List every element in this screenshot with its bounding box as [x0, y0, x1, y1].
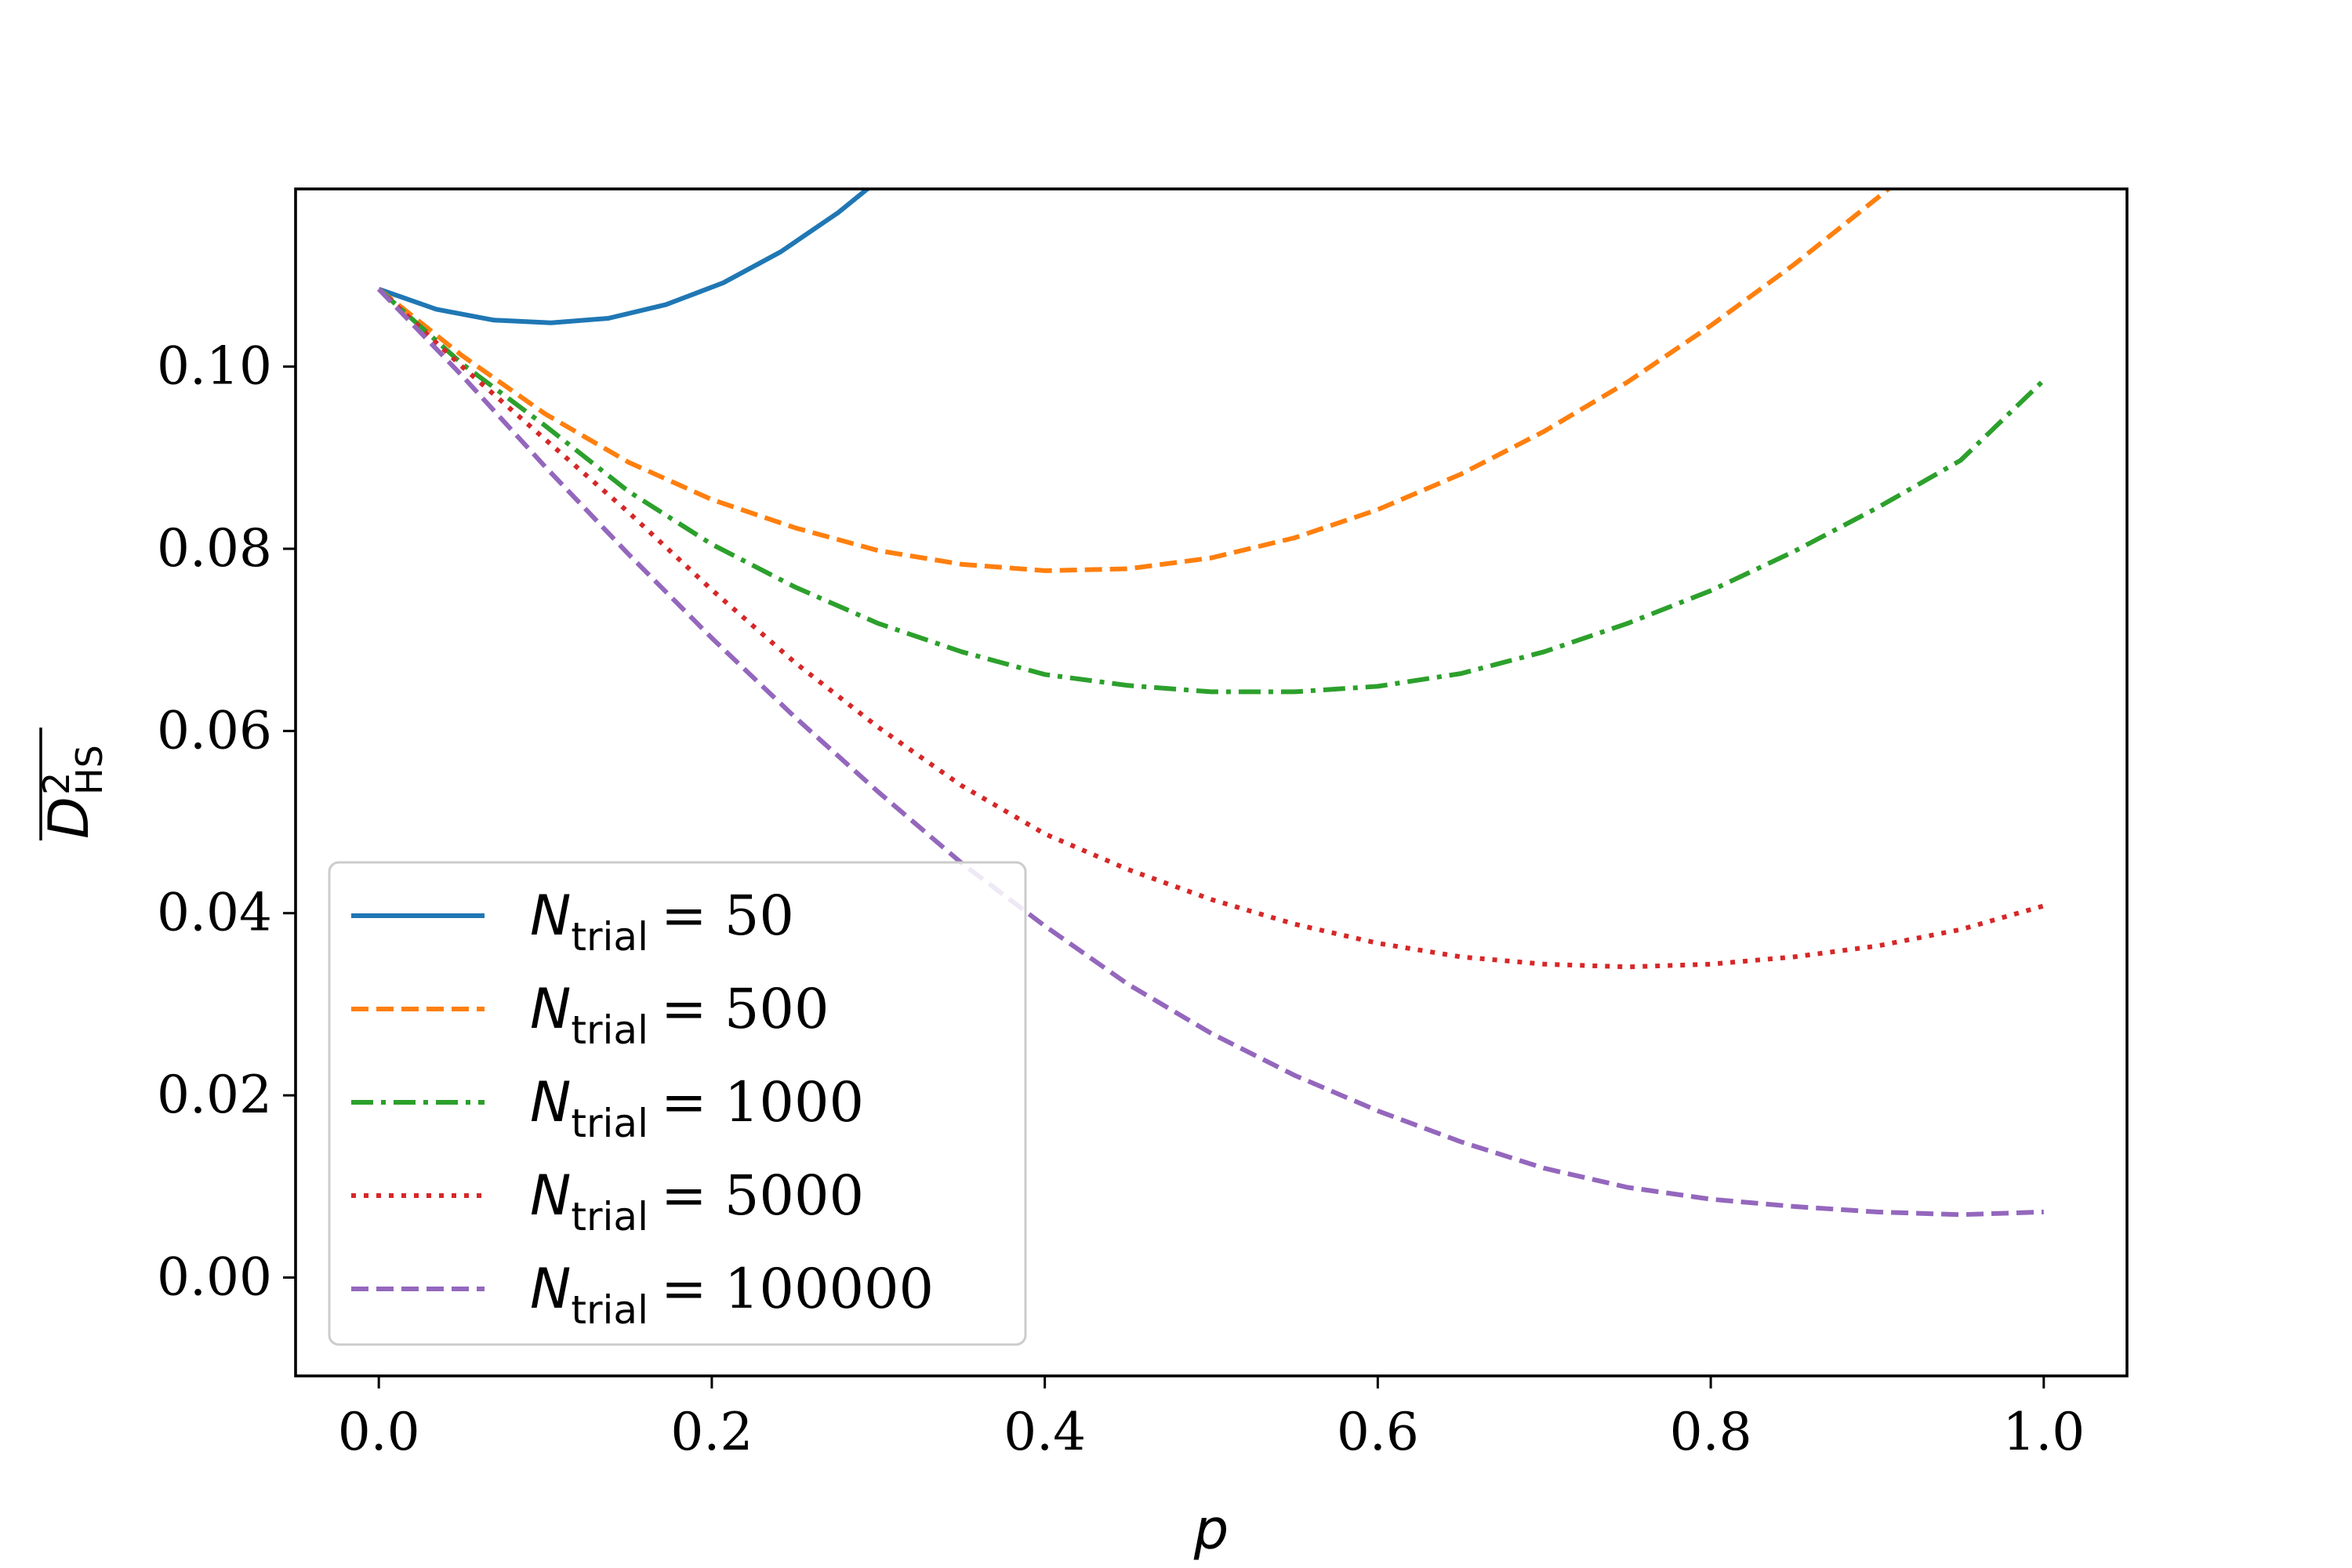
legend-box: [328, 861, 1027, 1346]
y-axis-title-sup: 2: [35, 772, 78, 795]
plot-frame: [294, 187, 2129, 1377]
tick-layer: 0.0 0.2 0.4 0.6 0.8 1.0 0.00 0.02 0.04 0.06 0.08 0.…: [157, 336, 2085, 1462]
legend-entry: Ntrial = 1000: [351, 1070, 864, 1146]
y-axis-title: D 2 HS: [35, 728, 111, 840]
legend-entry: Ntrial = 5000: [351, 1163, 864, 1240]
series-layer: [377, 189, 2045, 1218]
x-tick-label: 0.6: [1337, 1402, 1419, 1462]
series-line-4: [377, 287, 2045, 970]
legend-label: Ntrial = 50: [530, 884, 794, 960]
legend-entry: Ntrial = 100000: [351, 1257, 934, 1333]
legend-entry: Ntrial = 50: [351, 884, 794, 960]
y-axis-title-base: D: [37, 797, 101, 839]
series-line-3: [377, 287, 2045, 695]
legend: Ntrial = 50 Ntrial = 500 Ntrial = 1000 Ntrial =…: [328, 861, 1027, 1346]
legend-label: Ntrial = 100000: [530, 1257, 934, 1333]
legend-entries: Ntrial = 50 Ntrial = 500 Ntrial = 1000 Ntrial =…: [351, 884, 934, 1333]
y-tick-label: 0.06: [157, 700, 272, 760]
y-tick-label: 0.10: [157, 336, 272, 397]
y-tick-label: 0.00: [157, 1247, 272, 1308]
series-line-5: [377, 287, 2044, 1218]
x-axis-title: p: [1193, 1497, 1229, 1562]
legend-label: Ntrial = 5000: [530, 1163, 864, 1240]
x-tick-label: 0.0: [338, 1402, 420, 1462]
series-line-1: [378, 189, 872, 325]
y-tick-label: 0.04: [157, 883, 272, 943]
x-tick-label: 1.0: [2002, 1402, 2085, 1462]
y-axis-title-sub: HS: [68, 745, 111, 795]
x-tick-label: 0.8: [1670, 1402, 1752, 1462]
y-tick-label: 0.02: [157, 1065, 272, 1125]
series-line-2: [377, 189, 1893, 573]
x-tick-label: 0.4: [1004, 1402, 1086, 1462]
legend-label: Ntrial = 500: [530, 977, 829, 1053]
legend-label: Ntrial = 1000: [530, 1070, 864, 1146]
x-tick-label: 0.2: [670, 1402, 753, 1462]
legend-entry: Ntrial = 500: [351, 977, 829, 1053]
y-tick-label: 0.08: [157, 518, 272, 579]
